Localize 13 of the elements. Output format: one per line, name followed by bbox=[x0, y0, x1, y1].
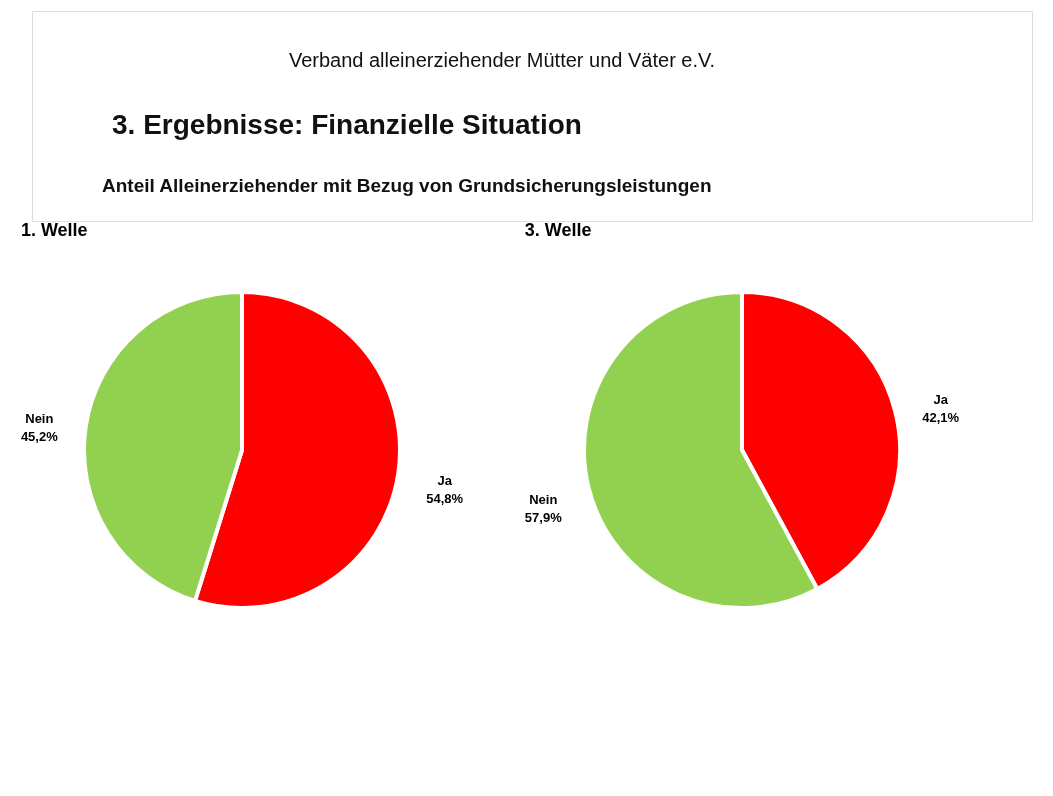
text: Anteil Alleinerziehender mit Bezug von Grundsicherungsleistungen bbox=[102, 175, 712, 196]
slice-label: Ja bbox=[437, 472, 453, 488]
slice-label: Nein bbox=[25, 411, 54, 427]
data-label: 45,2% bbox=[20, 429, 59, 445]
text: 3. Ergebnisse: Finanzielle Situation bbox=[112, 109, 582, 140]
chart-title: 1. Welle bbox=[20, 220, 88, 240]
slice-label: Nein bbox=[529, 492, 558, 508]
data-label: 57,9% bbox=[524, 510, 563, 526]
data-label: 54,8% bbox=[426, 490, 464, 506]
chart-title: 3. Welle bbox=[524, 220, 592, 240]
text: Verband alleinerziehender Mütter und Väter e.V. bbox=[288, 49, 716, 71]
data-label: 42,1% bbox=[922, 409, 960, 425]
slice-label: Ja bbox=[933, 391, 949, 407]
